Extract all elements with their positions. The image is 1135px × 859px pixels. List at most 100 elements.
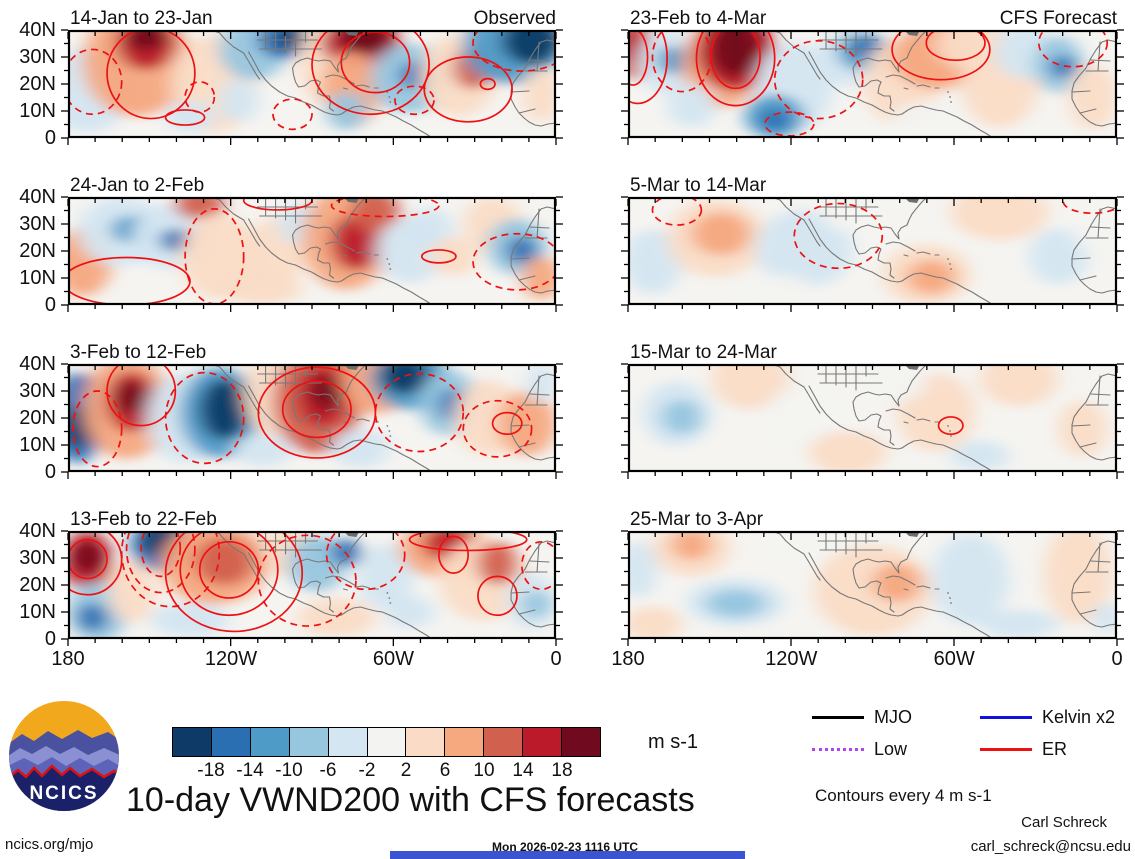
panel-observed-3: 3-Feb to 12-Feb 40N 30N 20N 10N 0 [19,343,563,482]
y-axis: 40N 30N 20N 10N 0 [6,20,60,148]
y-axis-label: 30N [19,380,56,402]
x-axis-label: 180 [51,648,85,670]
colorbar-cell [211,728,251,756]
panel-header: 25-Mar to 3-Apr [630,505,1117,529]
panel-header: 24-Jan to 2-Feb [70,171,556,195]
legend-item-low: Low [812,738,980,760]
colorbar-cell [328,728,368,756]
y-axis-label: 30N [19,46,56,68]
y-axis-label: 40N [19,19,56,41]
x-axis: 180 120W 60W 0 [51,648,561,675]
y-axis-label: 20N [19,240,56,262]
column-label-forecast: CFS Forecast [999,8,1117,29]
colorbar-tick-label: -10 [275,760,303,781]
y-axis-label: 40N [19,520,56,542]
x-axis-label: 120W [765,648,818,670]
colorbar-cell [406,728,446,756]
panel-observed-2: 24-Jan to 2-Feb 40N 30N 20N 10N 0 [19,176,563,315]
low-line-swatch [812,747,864,751]
y-axis-label: 10N [19,267,56,289]
y-axis-label: 0 [44,127,56,149]
panel-observed-1: 14-Jan to 23-Jan Observed 40N 30N 20N 10… [19,9,563,148]
generation-timestamp: Mon 2026-02-23 1116 UTC [492,840,639,854]
colorbar-tick-label: 10 [473,760,495,781]
colorbar-tick-label: -6 [319,760,337,781]
panel-title: 24-Jan to 2-Feb [70,175,205,196]
column-label-observed: Observed [473,8,556,29]
anomaly-map [61,530,563,646]
colorbar-tick-label: 2 [400,760,412,781]
colorbar-cell [289,728,329,756]
x-axis-label: 0 [550,648,562,670]
panel-title: 14-Jan to 23-Jan [70,8,213,29]
panel-forecast-1: 23-Feb to 4-Mar CFS Forecast [621,9,1124,145]
panel-title: 3-Feb to 12-Feb [70,342,207,363]
y-axis: 40N 30N 20N 10N 0 [6,187,60,315]
colorbar-tick-label: -18 [197,760,225,781]
y-axis-label: 30N [19,213,56,235]
colorbar-cell [445,728,485,756]
colorbar-tick-label: -14 [236,760,264,781]
anomaly-map [61,196,563,312]
y-axis: 40N 30N 20N 10N 0 [6,521,60,649]
contour-interval-note: Contours every 4 m s-1 [815,786,992,805]
author-email: carl_schreck@ncsu.edu [970,838,1131,855]
kelvin-line-swatch [980,715,1032,719]
y-axis: 40N 30N 20N 10N 0 [6,354,60,482]
panel-observed-4: 13-Feb to 22-Feb 40N 30N 20N 10N 0 180 1… [19,510,563,669]
colorbar-cell [523,728,563,756]
x-axis-label: 60W [372,648,415,670]
anomaly-map [61,363,563,479]
legend-label: MJO [874,707,912,727]
er-line-swatch [980,747,1032,751]
colorbar [172,727,601,757]
panel-header: 5-Mar to 14-Mar [630,171,1117,195]
ncics-logo: NCICS [9,701,119,811]
legend-label: Kelvin x2 [1042,707,1116,727]
colorbar-cell [250,728,290,756]
panel-forecast-3: 15-Mar to 24-Mar [621,343,1124,479]
colorbar-labels: -18 -14 -10 -6 -2 2 6 10 14 18 [172,757,601,781]
panel-header: 15-Mar to 24-Mar [630,338,1117,362]
x-axis: 180 120W 60W 0 [611,648,1122,675]
colorbar-tick-label: 6 [439,760,451,781]
panel-header: 3-Feb to 12-Feb [70,338,556,362]
site-url: ncics.org/mjo [5,836,94,853]
panel-header: 14-Jan to 23-Jan Observed [70,4,556,28]
y-axis-label: 20N [19,407,56,429]
panel-forecast-4: 25-Mar to 3-Apr 180 120W 60W 0 [611,510,1124,669]
panel-title: 25-Mar to 3-Apr [630,509,764,530]
footer-bar [390,851,745,859]
panel-forecast-2: 5-Mar to 14-Mar [621,176,1124,312]
legend-item-kelvin: Kelvin x2 [980,706,1132,728]
x-axis-label: 180 [611,648,645,670]
colorbar-cell [562,728,600,756]
anomaly-map [61,29,563,145]
legend-item-er: ER [980,738,1132,760]
legend-label: ER [1042,739,1068,759]
legend-label: Low [874,739,908,759]
mjo-line-swatch [812,715,864,719]
y-axis-label: 10N [19,601,56,623]
figure-title: 10-day VWND200 with CFS forecasts [126,781,695,819]
y-axis-label: 30N [19,547,56,569]
y-axis-label: 20N [19,73,56,95]
anomaly-map [621,363,1124,479]
x-axis-label: 60W [933,648,975,670]
anomaly-map [621,530,1124,646]
anomaly-map [621,196,1124,312]
logo-text: NCICS [29,783,98,804]
y-axis-label: 40N [19,186,56,208]
y-axis-label: 0 [44,628,56,650]
colorbar-tick-label: -2 [358,760,376,781]
legend-item-mjo: MJO [812,706,980,728]
x-axis-label: 0 [1111,648,1123,670]
colorbar-wrap: -18 -14 -10 -6 -2 2 6 10 14 18 m s-1 [172,727,698,787]
colorbar-tick-label: 14 [512,760,534,781]
panel-header: 13-Feb to 22-Feb [70,505,556,529]
colorbar-cell [367,728,407,756]
y-axis-label: 40N [19,353,56,375]
anomaly-map [621,29,1124,145]
wave-legend: MJO Kelvin x2 Low ER [812,706,1132,760]
